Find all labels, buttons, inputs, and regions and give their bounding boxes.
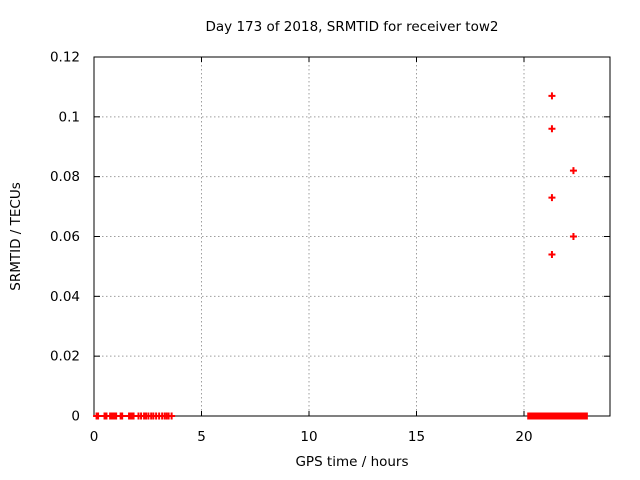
data-point-marker: [569, 233, 577, 240]
x-tick-label: 15: [408, 429, 425, 445]
data-point-marker: [548, 194, 556, 202]
chart-title: Day 173 of 2018, SRMTID for receiver tow…: [206, 19, 499, 35]
y-tick-label: 0.04: [50, 289, 80, 305]
data-point-marker: [118, 412, 126, 420]
data-point-marker: [168, 412, 176, 420]
y-tick-label: 0.08: [50, 169, 80, 185]
data-point-marker: [548, 125, 556, 133]
x-tick-label: 10: [300, 429, 317, 445]
y-tick-label: 0.1: [59, 109, 80, 125]
dense-point-band: [527, 412, 588, 420]
y-tick-label: 0.02: [50, 349, 80, 365]
grid-layer: [94, 57, 610, 416]
data-point-marker: [569, 167, 577, 175]
x-tick-label: 0: [90, 429, 99, 445]
y-axis-label: SRMTID / TECUs: [8, 182, 24, 290]
data-point-marker: [548, 250, 556, 258]
tick-label-layer: 0 5 10 15 20 0 0.02 0.04 0.06 0.08 0.1 0.12: [50, 50, 533, 446]
axis-layer: [93, 56, 611, 417]
x-axis-label: GPS time / hours: [295, 454, 408, 470]
y-tick-label: 0: [71, 409, 80, 425]
data-point-marker: [548, 92, 556, 100]
data-point-marker: [94, 412, 102, 420]
x-tick-label: 20: [515, 429, 532, 445]
y-tick-label: 0.12: [50, 50, 80, 66]
x-tick-label: 5: [197, 429, 206, 445]
y-tick-label: 0.06: [50, 229, 80, 245]
data-series-layer: [93, 92, 588, 420]
